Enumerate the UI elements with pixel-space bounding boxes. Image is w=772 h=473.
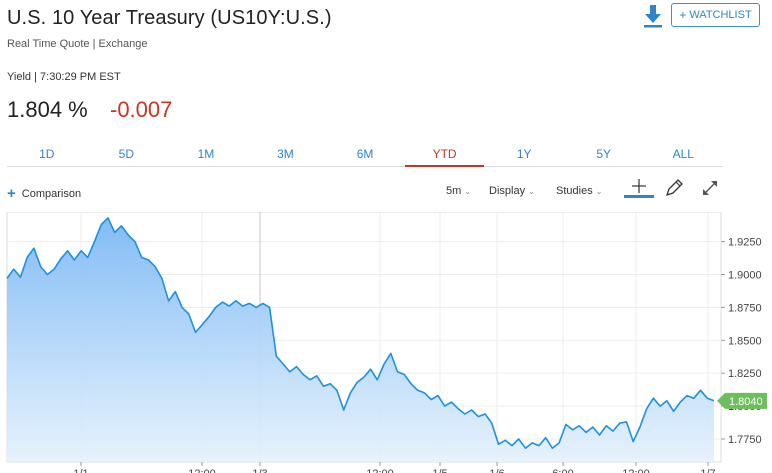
tab-1m[interactable]: 1M [197,147,215,161]
interval-dropdown[interactable]: 5m ⌄ [446,185,471,197]
last-price: 1.804 % [7,97,88,122]
studies-dropdown[interactable]: Studies ⌄ [556,185,602,197]
current-value-label: 1.8040 [729,396,763,408]
quote-timestamp: Yield | 7:30:29 PM EST [7,71,121,83]
comparison-label: Comparison [21,187,82,200]
tab-all[interactable]: ALL [672,147,694,161]
tab-1d[interactable]: 1D [39,147,55,161]
price-chart[interactable]: 1.92501.90001.87501.85001.82501.80001.77… [0,211,772,473]
tab-1y[interactable]: 1Y [516,147,532,161]
crosshair-icon [624,179,654,198]
interval-label: 5m [446,185,462,197]
x-tick-label: 1/6 [489,468,504,473]
page-title: U.S. 10 Year Treasury (US10Y:U.S.) [7,7,332,29]
add-to-watchlist-button[interactable]: + WATCHLIST [671,3,760,27]
fullscreen-button[interactable] [699,177,721,199]
price-change: -0.007 [110,97,173,122]
x-tick-label: 6:00 [552,468,573,473]
download-arrow-icon [644,5,662,28]
y-tick-label: 1.8500 [728,335,762,347]
range-tabs: 1D 5D 1M 3M 6M YTD 1Y 5Y ALL [7,141,723,167]
chevron-down-icon: ⌄ [528,187,535,196]
display-label: Display [489,185,526,197]
draw-tool-button[interactable] [663,177,685,199]
expand-icon [703,181,717,195]
x-tick-label: 1/3 [252,468,267,473]
tab-5d[interactable]: 5D [118,147,135,161]
x-tick-label: 12:00 [366,468,394,473]
quote-source-subtitle: Real Time Quote | Exchange [7,38,148,50]
tab-6m[interactable]: 6M [356,147,374,161]
x-tick-label: 12:00 [188,468,216,473]
display-dropdown[interactable]: Display ⌄ [489,185,535,197]
x-tick-label: 1/5 [432,468,447,473]
tab-ytd[interactable]: YTD [404,141,485,167]
y-tick-label: 1.8750 [728,302,762,314]
tab-5y[interactable]: 5Y [596,147,612,161]
series-area [7,217,714,462]
comparison-button[interactable]: + Comparison [7,185,81,202]
plus-icon: + [7,185,16,202]
chevron-down-icon: ⌄ [464,187,471,196]
y-tick-label: 1.8250 [728,368,762,380]
x-tick-label: 12:00 [622,468,650,473]
download-button[interactable] [641,3,665,29]
x-tick-label: 1/1 [73,468,88,473]
chart-toolbar: + Comparison 5m ⌄ Display ⌄ Studies ⌄ [0,175,772,211]
x-tick-label: 1/7 [700,468,715,473]
price-chart-svg[interactable]: 1.92501.90001.87501.85001.82501.80001.77… [0,211,772,473]
y-tick-label: 1.7750 [728,434,762,446]
plus-icon: + [679,8,687,22]
studies-label: Studies [556,185,593,197]
y-tick-label: 1.9250 [728,237,762,249]
tab-3m[interactable]: 3M [277,147,294,161]
watchlist-label: WATCHLIST [689,9,752,21]
y-tick-label: 1.9000 [728,270,762,282]
current-value-badge-shape [717,392,767,409]
crosshair-tool-button[interactable] [624,177,654,199]
pencil-icon [665,179,683,197]
current-value-badge: 1.8040 [717,392,767,409]
series-line [6,217,715,449]
chevron-down-icon: ⌄ [595,187,603,196]
